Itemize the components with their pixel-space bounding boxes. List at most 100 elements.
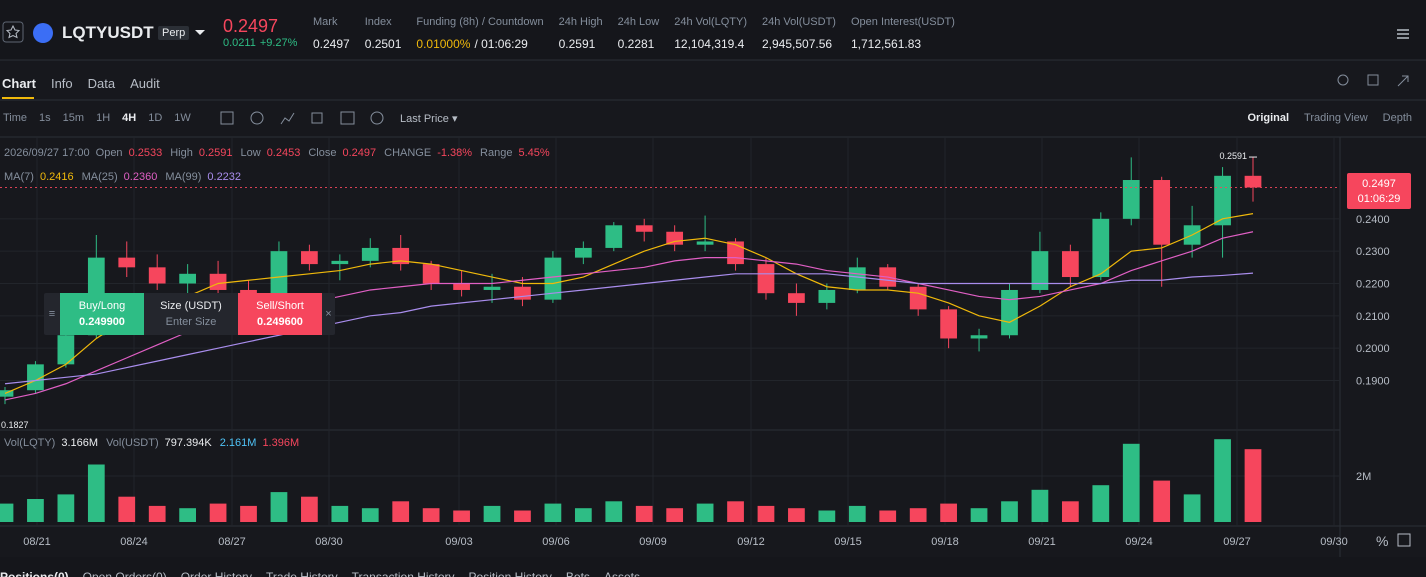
percent-toggle[interactable]: %: [1376, 533, 1388, 549]
volume-bar: [240, 505, 257, 522]
settings-icon[interactable]: [370, 111, 384, 125]
volume-bar: [574, 508, 592, 522]
legend-label: Close: [308, 147, 337, 159]
bottom-tab[interactable]: Transaction History: [351, 570, 455, 577]
buy-button[interactable]: Buy/Long 0.249900: [60, 293, 144, 335]
candle-style-icon[interactable]: [311, 112, 323, 124]
tab[interactable]: Chart: [2, 76, 36, 91]
bottom-tab[interactable]: Bots: [565, 570, 590, 577]
candle-body: [605, 225, 623, 248]
bottom-tab[interactable]: Order History: [180, 570, 253, 577]
order-widget: ≡ Buy/Long 0.249900 Size (USDT) Enter Si…: [44, 293, 335, 335]
coin-logo: [33, 23, 53, 43]
ma-label: MA(25): [81, 171, 118, 183]
size-label: Size (USDT): [160, 300, 222, 312]
x-tick-label: 09/09: [639, 536, 667, 548]
ma-legend: MA(7) 0.2416 MA(25) 0.2360 MA(99) 0.2232: [4, 171, 243, 183]
menu-icon[interactable]: [1397, 29, 1409, 39]
high-label: 0.2591: [1219, 151, 1247, 161]
interval[interactable]: 1D: [148, 112, 163, 124]
tab[interactable]: Info: [50, 76, 73, 91]
size-input[interactable]: Size (USDT) Enter Size: [144, 293, 238, 335]
candle-body: [422, 264, 440, 284]
close-widget[interactable]: ×: [325, 308, 332, 320]
drawing-icon[interactable]: [280, 112, 295, 125]
expand-icon[interactable]: [1397, 75, 1409, 87]
tab[interactable]: Audit: [130, 76, 160, 91]
alert-icon[interactable]: [1337, 74, 1349, 86]
stat-label: 24h Vol(USDT): [762, 16, 836, 28]
y-tick-label: 0.2100: [1356, 311, 1390, 323]
stat-label: Index: [364, 16, 392, 28]
view-option[interactable]: Trading View: [1304, 112, 1368, 124]
volume-bar: [848, 505, 866, 522]
x-tick-label: 08/21: [23, 536, 51, 548]
stat-label: 24h High: [558, 16, 603, 28]
volume-bar: [331, 505, 349, 522]
stat-label: Mark: [313, 16, 338, 28]
template-icon[interactable]: [340, 111, 355, 125]
candle-body: [1122, 180, 1140, 219]
stat-value: 12,104,319.4: [674, 37, 745, 51]
star-icon: [5, 24, 21, 39]
volume-bar: [148, 505, 166, 522]
change-percent: +9.27%: [259, 37, 298, 49]
volume-bar: [361, 508, 379, 522]
calendar-icon[interactable]: [220, 111, 234, 125]
last-price: 0.2497: [223, 16, 279, 36]
candle-body: [483, 286, 501, 290]
layout-icon[interactable]: [1367, 74, 1379, 86]
candle-body: [179, 273, 197, 284]
stat-value-row: 0.2501: [365, 37, 402, 51]
volume-bar: [1183, 494, 1201, 522]
stat-value-row: 0.01000%/ 01:06:29: [416, 37, 543, 51]
interval[interactable]: 1W: [174, 112, 191, 124]
bottom-tab[interactable]: Open Orders(0): [82, 570, 167, 577]
x-tick-label: 08/27: [218, 536, 246, 548]
ma-label: MA(99): [165, 171, 202, 183]
volume-bar: [970, 508, 988, 522]
volume-bar: [57, 494, 75, 522]
symbol-dropdown[interactable]: [195, 30, 205, 35]
volume-bar: [544, 503, 562, 522]
y-tick-label: 2M: [1356, 471, 1371, 483]
bottom-bar: [0, 557, 1426, 577]
interval[interactable]: 4H: [122, 112, 137, 124]
candle-body: [148, 267, 166, 284]
bottom-tab[interactable]: Trade History: [266, 570, 338, 577]
interval[interactable]: 15m: [62, 112, 85, 124]
ma-label: MA(7): [4, 171, 34, 183]
auto-scale-toggle[interactable]: [1397, 533, 1411, 547]
drag-handle[interactable]: ≡: [48, 308, 56, 320]
tab[interactable]: Data: [87, 76, 116, 91]
perp-badge: Perp: [158, 26, 190, 40]
bottom-tab[interactable]: Assets: [603, 570, 640, 577]
volume-bar: [270, 492, 288, 522]
interval[interactable]: 1H: [96, 112, 111, 124]
favorite-button[interactable]: [2, 21, 24, 43]
vol-label: Vol(LQTY): [4, 437, 56, 449]
volume-bar: [818, 510, 836, 522]
buy-price: 0.249900: [79, 316, 125, 328]
volume-bar: [179, 508, 197, 522]
candle-body: [57, 335, 75, 365]
price-type[interactable]: Last Price ▾: [400, 113, 458, 125]
interval[interactable]: 1s: [39, 112, 51, 124]
bottom-tab[interactable]: Position History: [468, 570, 552, 577]
view-option[interactable]: Original: [1247, 112, 1290, 124]
volume-bar: [666, 508, 684, 522]
x-tick-label: 09/06: [542, 536, 570, 548]
sell-button[interactable]: Sell/Short 0.249600: [238, 293, 322, 335]
toolbar-icons: [220, 111, 384, 125]
candle-body: [361, 247, 379, 261]
interval[interactable]: Time: [3, 112, 28, 124]
view-option[interactable]: Depth: [1382, 112, 1412, 124]
x-tick-label: 09/30: [1320, 536, 1348, 548]
bottom-tab[interactable]: Positions(0): [0, 570, 69, 577]
y-tick-label: 0.2200: [1356, 279, 1390, 291]
sell-price: 0.249600: [257, 316, 303, 328]
volume-bar: [1153, 480, 1171, 522]
vol-label: Vol(USDT): [106, 437, 159, 449]
indicator-icon[interactable]: [250, 111, 264, 125]
candle-body: [544, 257, 562, 300]
